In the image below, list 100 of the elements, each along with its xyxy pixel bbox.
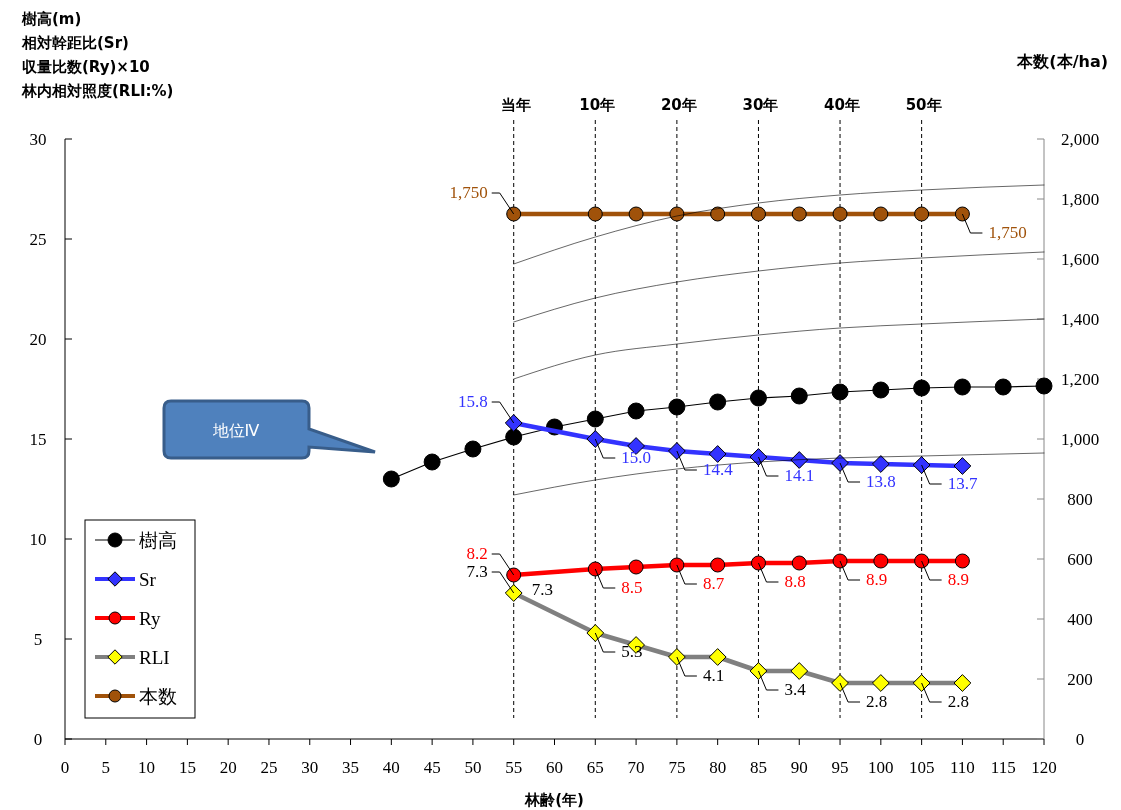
point: [464, 440, 482, 458]
data-label: 15.0: [621, 448, 652, 467]
data-label: 15.8: [457, 392, 488, 411]
x-tick-label: 30: [301, 758, 319, 777]
point: [586, 430, 605, 448]
y2-axis-title: 本数(本/ha): [1016, 52, 1108, 71]
point: [504, 414, 523, 432]
point: [709, 393, 727, 411]
x-tick-label: 95: [831, 758, 849, 777]
x-tick-label: 110: [949, 758, 975, 777]
x-tick-label: 100: [868, 758, 894, 777]
x-tick-label: 90: [790, 758, 808, 777]
y-axis-title: 樹高(m) 相対幹距比(Sr) 収量比数(Ry)×10 林内相対照度(RLI:%): [21, 10, 174, 100]
ref-line-label: 当年: [500, 96, 531, 114]
x-tick-label: 115: [990, 758, 1016, 777]
data-label: 8.5: [621, 578, 643, 597]
point: [914, 553, 930, 569]
ref-line-label: 20年: [660, 96, 697, 114]
y-tick-label: 25: [29, 230, 47, 249]
point: [831, 383, 849, 401]
data-label: 7.3: [466, 562, 488, 581]
data-label: 8.7: [702, 574, 725, 593]
y2-tick-label: 400: [1067, 610, 1093, 629]
point: [912, 674, 931, 692]
point: [873, 553, 889, 569]
x-tick-label: 35: [342, 758, 360, 777]
legend-label: RLI: [139, 647, 170, 668]
point: [586, 624, 605, 642]
point: [668, 398, 686, 416]
y2-tick-label: 0: [1075, 730, 1085, 749]
x-tick-label: 65: [586, 758, 604, 777]
y-tick-label: 10: [29, 530, 47, 549]
ref-line-label: 30年: [742, 96, 779, 114]
x-tick-label: 0: [60, 758, 70, 777]
point: [750, 555, 766, 571]
data-label: 8.2: [466, 544, 488, 563]
point: [710, 557, 726, 573]
legend-label: 本数: [139, 685, 177, 707]
x-tick-label: 20: [219, 758, 237, 777]
y-tick-label: 0: [33, 730, 43, 749]
point: [587, 561, 603, 577]
point: [423, 453, 441, 471]
data-label: 8.8: [784, 572, 806, 591]
data-label: 3.4: [784, 680, 807, 699]
x-tick-label: 70: [627, 758, 645, 777]
point: [994, 378, 1012, 396]
x-tick-label: 80: [709, 758, 727, 777]
point: [749, 662, 768, 680]
y2-tick-label: 1,200: [1060, 370, 1100, 389]
point: [504, 584, 523, 602]
x-tick-label: 85: [749, 758, 767, 777]
data-label: 1,750: [449, 183, 488, 202]
x-tick-label: 105: [908, 758, 935, 777]
data-label: 8.9: [947, 570, 969, 589]
data-label: 1,750: [988, 223, 1027, 242]
data-label: 13.7: [947, 474, 978, 493]
point: [628, 559, 644, 575]
point: [791, 555, 807, 571]
x-tick-label: 60: [546, 758, 563, 777]
point: [871, 674, 890, 692]
y2-tick-label: 200: [1067, 670, 1093, 689]
legend-label: Sr: [139, 569, 157, 590]
point: [667, 442, 686, 460]
point: [913, 379, 931, 397]
x-tick-label: 40: [382, 758, 400, 777]
x-axis-title: 林齢(年): [524, 791, 584, 809]
point: [790, 662, 809, 680]
x-tick-label: 120: [1031, 758, 1057, 777]
point: [749, 389, 767, 407]
point: [627, 402, 645, 420]
y2-tick-label: 600: [1067, 550, 1093, 569]
point: [953, 378, 971, 396]
point: [832, 553, 848, 569]
data-label: 14.4: [702, 460, 734, 479]
point: [1035, 377, 1053, 395]
point: [667, 648, 686, 666]
y-tick-label: 5: [33, 630, 43, 649]
data-label: 4.1: [702, 666, 725, 685]
x-tick-label: 10: [138, 758, 156, 777]
point: [586, 410, 604, 428]
legend-label: 樹高: [139, 529, 177, 551]
point: [505, 428, 523, 446]
x-tick-label: 55: [505, 758, 523, 777]
x-tick-label: 5: [101, 758, 111, 777]
y2-tick-label: 1,400: [1060, 310, 1100, 329]
data-label: 14.1: [784, 466, 815, 485]
legend-label: Ry: [139, 608, 161, 629]
ref-line-label: 50年: [905, 96, 942, 114]
point: [831, 674, 849, 692]
data-label: 8.9: [866, 570, 888, 589]
x-tick-label: 45: [423, 758, 441, 777]
point: [708, 445, 727, 463]
ref-line-label: 10年: [579, 96, 616, 114]
data-label: 2.8: [947, 692, 969, 711]
point: [382, 470, 400, 488]
x-tick-label: 75: [668, 758, 686, 777]
speech-bubble: 地位Ⅳ: [162, 399, 377, 460]
x-tick-label: 25: [260, 758, 278, 777]
x-tick-label: 15: [178, 758, 196, 777]
ref-line-label: 40年: [824, 96, 860, 114]
